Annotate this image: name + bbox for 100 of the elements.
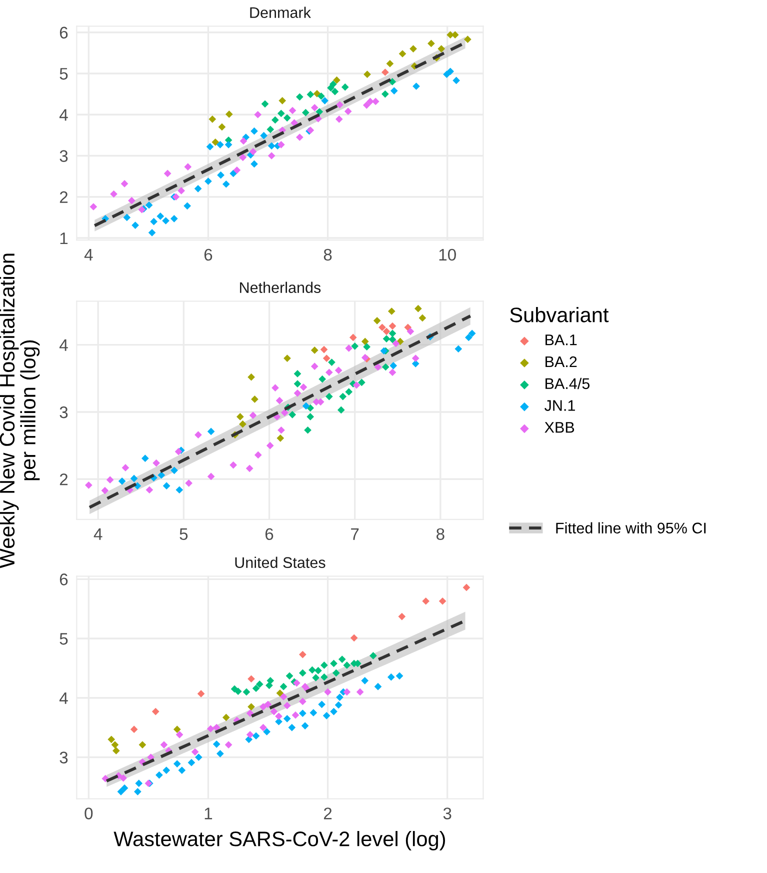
point <box>272 116 279 124</box>
point <box>249 412 257 420</box>
point <box>277 140 285 148</box>
point <box>313 90 321 98</box>
point <box>276 396 284 404</box>
point <box>318 700 326 708</box>
y-tick-label: 4 <box>59 339 68 351</box>
point <box>122 464 130 472</box>
point <box>283 114 291 122</box>
point <box>234 688 242 696</box>
point <box>225 110 233 118</box>
point <box>123 214 131 222</box>
y-tick-label: 5 <box>60 633 68 645</box>
point <box>150 218 158 226</box>
point <box>152 459 160 467</box>
point <box>222 180 230 188</box>
point <box>464 334 472 342</box>
point <box>261 100 269 108</box>
point <box>336 101 344 108</box>
point <box>141 454 149 462</box>
point <box>204 178 212 185</box>
y-tick-label: 1 <box>60 232 68 244</box>
point <box>135 780 143 788</box>
point <box>299 698 306 706</box>
point <box>454 345 462 353</box>
point <box>120 180 128 188</box>
point <box>260 724 267 732</box>
point <box>418 314 426 322</box>
point <box>176 486 184 494</box>
point <box>337 406 345 414</box>
point <box>280 682 288 690</box>
point <box>452 76 460 84</box>
point <box>130 726 138 734</box>
y-tick-label: 4 <box>59 109 68 121</box>
point <box>145 201 153 209</box>
point <box>152 708 160 716</box>
point <box>188 758 196 766</box>
legend-title: Subvariant <box>510 307 609 322</box>
point <box>184 202 191 210</box>
y-tick-label: 3 <box>60 752 68 764</box>
point <box>206 143 214 150</box>
point <box>345 344 353 352</box>
point <box>396 672 404 680</box>
point <box>240 137 248 145</box>
point <box>339 392 347 400</box>
x-tick-label: 5 <box>180 528 188 540</box>
point <box>438 45 446 52</box>
point <box>296 134 304 141</box>
point <box>361 338 369 346</box>
point <box>299 650 306 658</box>
point <box>222 714 230 722</box>
point <box>388 368 396 376</box>
point <box>310 362 318 370</box>
point <box>320 346 328 354</box>
point <box>194 431 202 438</box>
point <box>362 101 370 109</box>
point <box>158 471 166 479</box>
point <box>294 390 302 397</box>
point <box>464 36 472 44</box>
point <box>288 724 296 732</box>
y-tick-label: 2 <box>60 191 68 203</box>
point <box>263 728 270 736</box>
point <box>310 346 318 354</box>
point <box>286 672 294 680</box>
point <box>242 688 250 696</box>
x-tick-label: 8 <box>324 248 332 261</box>
point <box>101 486 109 494</box>
point <box>398 50 406 58</box>
point <box>361 676 369 684</box>
point <box>364 70 371 78</box>
point <box>412 82 420 90</box>
point <box>294 380 302 388</box>
point <box>322 354 330 362</box>
legend-label: XBB <box>544 422 574 433</box>
point <box>325 392 333 400</box>
point <box>248 675 255 683</box>
point <box>256 680 264 688</box>
point <box>320 673 328 681</box>
point <box>174 448 182 456</box>
point <box>252 732 260 740</box>
point <box>138 741 146 748</box>
point <box>276 434 284 442</box>
point <box>266 676 274 684</box>
x-tick-label: 3 <box>443 808 452 820</box>
point <box>111 741 119 748</box>
point <box>300 383 308 391</box>
point <box>230 170 237 178</box>
point <box>272 384 279 392</box>
point <box>388 322 396 330</box>
point <box>341 83 349 91</box>
point <box>336 694 344 701</box>
point <box>328 358 336 366</box>
point <box>299 710 306 717</box>
point <box>446 68 454 76</box>
point <box>414 304 422 312</box>
point <box>398 612 406 620</box>
point <box>388 308 396 315</box>
point <box>120 784 128 792</box>
point <box>233 166 241 174</box>
point <box>108 736 116 744</box>
